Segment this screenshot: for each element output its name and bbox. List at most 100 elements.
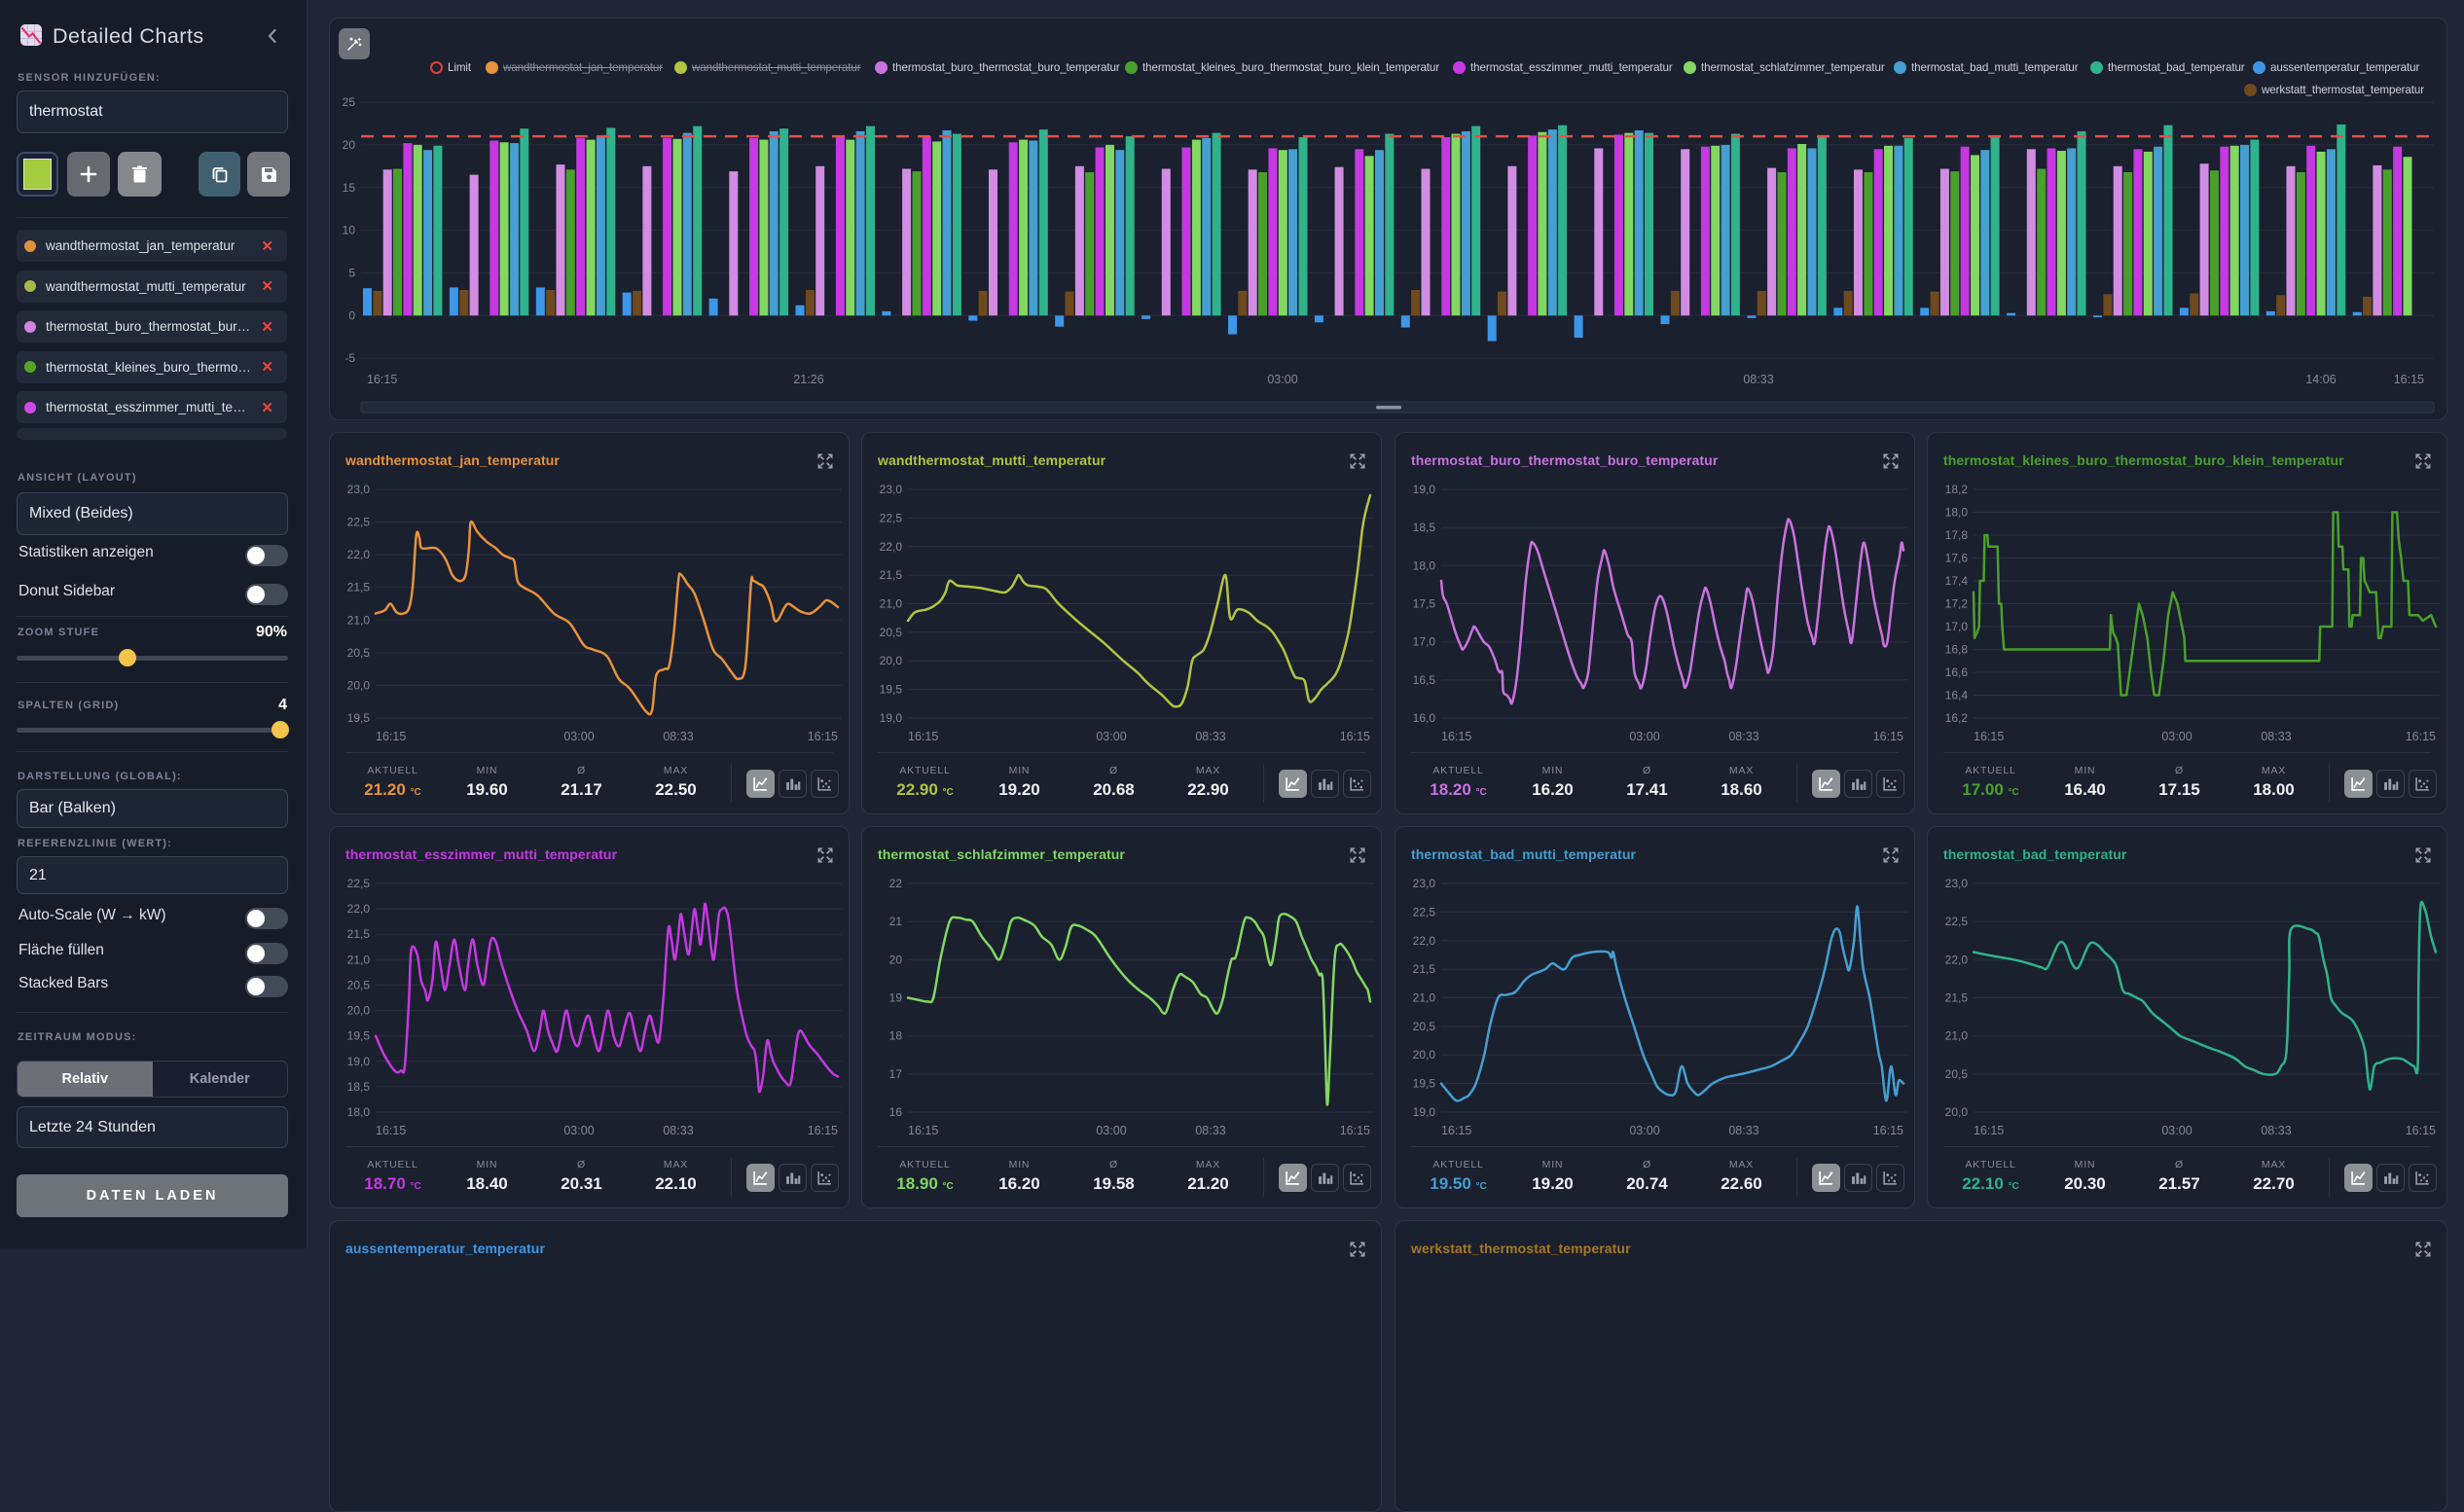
svg-text:03:00: 03:00 (1629, 1124, 1659, 1137)
svg-text:20,5: 20,5 (880, 626, 903, 639)
svg-text:03:00: 03:00 (563, 1124, 594, 1137)
svg-text:03:00: 03:00 (563, 730, 594, 743)
svg-text:18,0: 18,0 (347, 1105, 371, 1119)
svg-text:0: 0 (348, 308, 355, 322)
svg-text:16,8: 16,8 (1945, 643, 1969, 657)
svg-text:21:26: 21:26 (793, 373, 823, 386)
svg-text:25: 25 (343, 95, 356, 109)
svg-text:20: 20 (343, 138, 356, 152)
svg-text:19,5: 19,5 (347, 1029, 371, 1043)
svg-text:19,5: 19,5 (880, 683, 903, 697)
svg-text:16:15: 16:15 (1340, 1124, 1370, 1137)
svg-text:20,0: 20,0 (347, 1004, 371, 1018)
svg-text:16:15: 16:15 (376, 1124, 406, 1137)
svg-text:21,5: 21,5 (347, 581, 371, 594)
svg-text:22,0: 22,0 (1945, 953, 1969, 966)
svg-text:16:15: 16:15 (376, 730, 406, 743)
svg-text:18,0: 18,0 (1945, 506, 1969, 520)
svg-text:17,0: 17,0 (1413, 635, 1436, 649)
svg-text:17,2: 17,2 (1945, 597, 1969, 611)
svg-text:-5: -5 (344, 351, 355, 365)
svg-text:03:00: 03:00 (1096, 730, 1126, 743)
svg-text:16:15: 16:15 (2406, 730, 2436, 743)
svg-text:18,0: 18,0 (1413, 558, 1436, 572)
svg-text:16:15: 16:15 (2394, 373, 2424, 386)
svg-text:19,0: 19,0 (880, 711, 903, 725)
svg-text:17,4: 17,4 (1945, 574, 1969, 588)
svg-text:20,0: 20,0 (1945, 1105, 1969, 1119)
svg-text:20,5: 20,5 (347, 978, 371, 991)
svg-text:16:15: 16:15 (908, 730, 938, 743)
svg-text:18: 18 (889, 1029, 903, 1043)
svg-text:19,0: 19,0 (1413, 1105, 1436, 1119)
svg-text:16,6: 16,6 (1945, 666, 1969, 679)
svg-text:19,5: 19,5 (347, 711, 371, 725)
svg-text:15: 15 (343, 181, 356, 195)
svg-text:16:15: 16:15 (1974, 1124, 2004, 1137)
svg-text:22,5: 22,5 (1945, 915, 1969, 928)
svg-text:17,0: 17,0 (1945, 620, 1969, 633)
svg-text:21,5: 21,5 (1945, 991, 1969, 1005)
svg-text:16,5: 16,5 (1413, 673, 1436, 687)
svg-text:16:15: 16:15 (1974, 730, 2004, 743)
svg-text:19,5: 19,5 (1413, 1077, 1436, 1091)
svg-text:08:33: 08:33 (1743, 373, 1773, 386)
svg-text:21: 21 (889, 915, 903, 928)
svg-text:08:33: 08:33 (2261, 1124, 2291, 1137)
svg-text:22,0: 22,0 (880, 540, 903, 554)
svg-text:17,6: 17,6 (1945, 552, 1969, 565)
svg-text:19,0: 19,0 (347, 1055, 371, 1068)
svg-text:17: 17 (889, 1067, 903, 1081)
svg-text:20,5: 20,5 (1945, 1067, 1969, 1081)
svg-text:14:06: 14:06 (2305, 373, 2336, 386)
svg-text:5: 5 (348, 267, 355, 280)
svg-text:16:15: 16:15 (1340, 730, 1370, 743)
svg-text:22,5: 22,5 (347, 877, 371, 890)
svg-text:20,0: 20,0 (1413, 1048, 1436, 1062)
svg-text:20,5: 20,5 (1413, 1020, 1436, 1033)
svg-text:22,0: 22,0 (1413, 934, 1436, 948)
svg-text:03:00: 03:00 (1629, 730, 1659, 743)
svg-text:21,5: 21,5 (1413, 962, 1436, 976)
svg-text:21,0: 21,0 (347, 953, 371, 966)
svg-text:23,0: 23,0 (347, 483, 371, 496)
svg-text:08:33: 08:33 (1195, 730, 1225, 743)
svg-text:17,5: 17,5 (1413, 597, 1436, 611)
svg-text:08:33: 08:33 (663, 730, 693, 743)
svg-text:03:00: 03:00 (2161, 730, 2192, 743)
svg-text:22: 22 (889, 877, 903, 890)
svg-text:20,0: 20,0 (347, 678, 371, 692)
svg-text:16:15: 16:15 (808, 1124, 838, 1137)
svg-text:22,5: 22,5 (1413, 905, 1436, 918)
svg-text:16,4: 16,4 (1945, 689, 1969, 702)
svg-text:22,5: 22,5 (880, 511, 903, 524)
svg-text:19,0: 19,0 (1413, 483, 1436, 496)
svg-text:23,0: 23,0 (1413, 877, 1436, 890)
svg-text:08:33: 08:33 (1195, 1124, 1225, 1137)
svg-text:08:33: 08:33 (1728, 1124, 1758, 1137)
svg-text:19: 19 (889, 991, 903, 1005)
svg-text:16:15: 16:15 (908, 1124, 938, 1137)
svg-text:16:15: 16:15 (1441, 730, 1471, 743)
svg-text:08:33: 08:33 (2261, 730, 2291, 743)
svg-text:10: 10 (343, 224, 356, 237)
svg-text:16:15: 16:15 (1873, 730, 1903, 743)
svg-text:21,0: 21,0 (1945, 1029, 1969, 1043)
svg-text:21,0: 21,0 (880, 597, 903, 611)
svg-text:03:00: 03:00 (1267, 373, 1297, 386)
svg-text:21,0: 21,0 (347, 613, 371, 627)
svg-text:20,0: 20,0 (880, 654, 903, 667)
svg-text:23,0: 23,0 (1945, 877, 1969, 890)
svg-text:16:15: 16:15 (367, 373, 397, 386)
svg-text:22,0: 22,0 (347, 548, 371, 561)
svg-text:20,5: 20,5 (347, 646, 371, 660)
svg-text:16:15: 16:15 (1873, 1124, 1903, 1137)
svg-text:21,5: 21,5 (880, 568, 903, 582)
svg-text:16,2: 16,2 (1945, 711, 1969, 725)
svg-text:23,0: 23,0 (880, 483, 903, 496)
svg-text:16:15: 16:15 (1441, 1124, 1471, 1137)
svg-text:18,5: 18,5 (1413, 521, 1436, 534)
svg-text:21,0: 21,0 (1413, 991, 1436, 1005)
svg-text:18,5: 18,5 (347, 1080, 371, 1094)
svg-text:17,8: 17,8 (1945, 528, 1969, 542)
